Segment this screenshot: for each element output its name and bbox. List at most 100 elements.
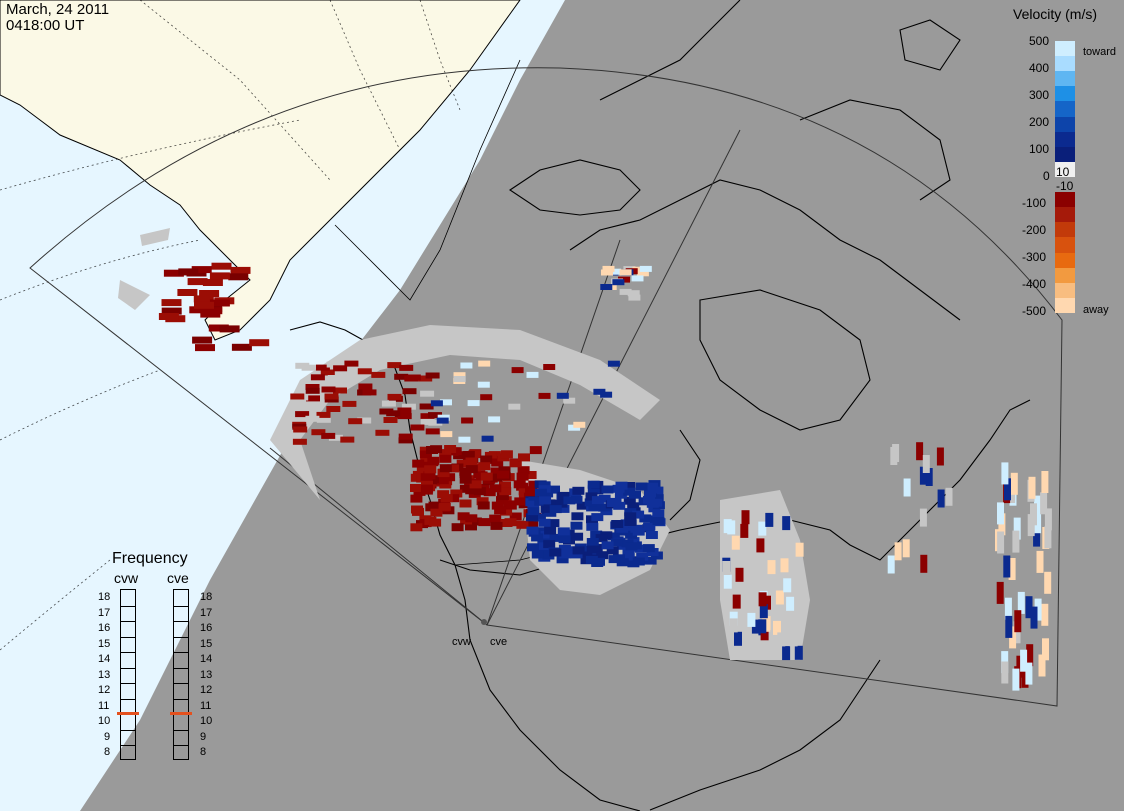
velocity-cell <box>457 512 470 521</box>
velocity-cell <box>1034 598 1042 621</box>
colorbar-segment <box>1055 56 1075 72</box>
velocity-cell <box>563 397 576 404</box>
velocity-cell <box>321 386 336 393</box>
velocity-cell <box>430 508 443 517</box>
velocity-cell <box>1025 596 1033 619</box>
velocity-cell <box>424 465 437 474</box>
freq-gauge-east <box>170 589 192 760</box>
velocity-cell <box>514 497 527 506</box>
velocity-cell <box>436 476 449 485</box>
velocity-cell <box>1013 621 1021 644</box>
velocity-cell <box>410 494 423 503</box>
velocity-cell <box>639 514 652 523</box>
freq-cell <box>121 636 135 638</box>
velocity-cell <box>425 503 438 512</box>
velocity-cell <box>477 501 490 510</box>
velocity-tick-label: -500 <box>1022 304 1047 318</box>
velocity-cell <box>623 482 636 490</box>
velocity-cell <box>328 380 342 387</box>
freq-scale-label: 9 <box>104 730 111 743</box>
velocity-cell <box>623 487 636 496</box>
velocity-cell <box>1012 530 1020 553</box>
velocity-cell <box>381 400 396 407</box>
velocity-tick-label: -300 <box>1022 250 1047 264</box>
freq-cell <box>174 621 188 623</box>
velocity-cell <box>398 433 413 440</box>
freq-radar-west-label: cvw <box>114 570 139 586</box>
velocity-cell <box>996 581 1004 604</box>
freq-scale-label: 10 <box>98 715 111 728</box>
velocity-cell <box>795 542 804 557</box>
velocity-cell <box>548 485 560 494</box>
velocity-cell <box>1003 555 1011 578</box>
velocity-cell <box>758 619 767 634</box>
freq-cell <box>174 636 188 638</box>
velocity-cell <box>729 618 738 633</box>
freq-scale-label: 11 <box>98 699 110 712</box>
freq-cell <box>121 605 135 607</box>
velocity-cell <box>410 424 425 431</box>
velocity-cell <box>916 442 924 461</box>
velocity-cell <box>1044 571 1052 594</box>
velocity-cell <box>508 403 521 410</box>
velocity-cell <box>571 512 584 521</box>
velocity-cells <box>158 262 1052 691</box>
velocity-cell <box>1012 668 1020 691</box>
velocity-cell <box>1033 524 1041 547</box>
velocity-tick-label: -400 <box>1022 277 1047 291</box>
velocity-cell <box>642 544 655 553</box>
velocity-cell <box>789 586 798 601</box>
velocity-cell <box>310 374 325 381</box>
velocity-cell <box>202 307 223 315</box>
velocity-tick-label: 500 <box>1029 34 1050 48</box>
velocity-cell <box>462 451 475 459</box>
freq-cell <box>174 652 188 654</box>
velocity-cell <box>919 508 927 527</box>
velocity-cell <box>447 464 460 473</box>
velocity-cell <box>500 519 513 527</box>
velocity-cell <box>937 489 945 508</box>
velocity-cell <box>531 533 544 542</box>
velocity-cell <box>342 400 357 407</box>
velocity-cell <box>340 436 355 443</box>
velocity-cell <box>652 517 665 525</box>
velocity-cell <box>481 435 494 442</box>
velocity-cell <box>511 367 524 374</box>
colorbar-segment <box>1055 192 1075 208</box>
velocity-cell <box>178 268 199 276</box>
velocity-cell <box>600 391 613 398</box>
velocity-cell <box>427 456 440 465</box>
velocity-cell <box>444 445 457 453</box>
velocity-cell <box>425 428 440 435</box>
freq-cell <box>174 698 188 700</box>
velocity-cell <box>539 496 552 505</box>
velocity-cell <box>777 632 786 647</box>
velocity-cell <box>516 520 529 529</box>
velocity-cell <box>1025 662 1033 685</box>
velocity-cell <box>320 369 335 376</box>
velocity-cell <box>439 449 452 458</box>
velocity-cell <box>518 453 530 462</box>
velocity-cell <box>616 524 629 533</box>
colorbar-segment <box>1055 71 1075 87</box>
velocity-cell <box>945 487 953 506</box>
velocity-cell <box>1034 511 1042 534</box>
velocity-cell <box>305 415 320 422</box>
velocity-cell <box>386 410 401 417</box>
velocity-cell <box>547 519 560 528</box>
velocity-cell <box>421 484 434 493</box>
velocity-cell <box>416 465 429 474</box>
velocity-cell <box>614 490 627 499</box>
velocity-cell <box>644 556 657 565</box>
velocity-cell <box>488 416 501 423</box>
freq-cell <box>174 605 188 607</box>
velocity-cell <box>538 392 551 399</box>
velocity-cell <box>587 480 600 489</box>
velocity-cell <box>635 482 648 491</box>
velocity-cell <box>567 362 580 368</box>
velocity-cell <box>1030 606 1038 629</box>
velocity-cell <box>925 468 933 486</box>
velocity-cell <box>321 432 336 439</box>
velocity-cell <box>758 521 767 536</box>
velocity-cell <box>570 521 583 530</box>
